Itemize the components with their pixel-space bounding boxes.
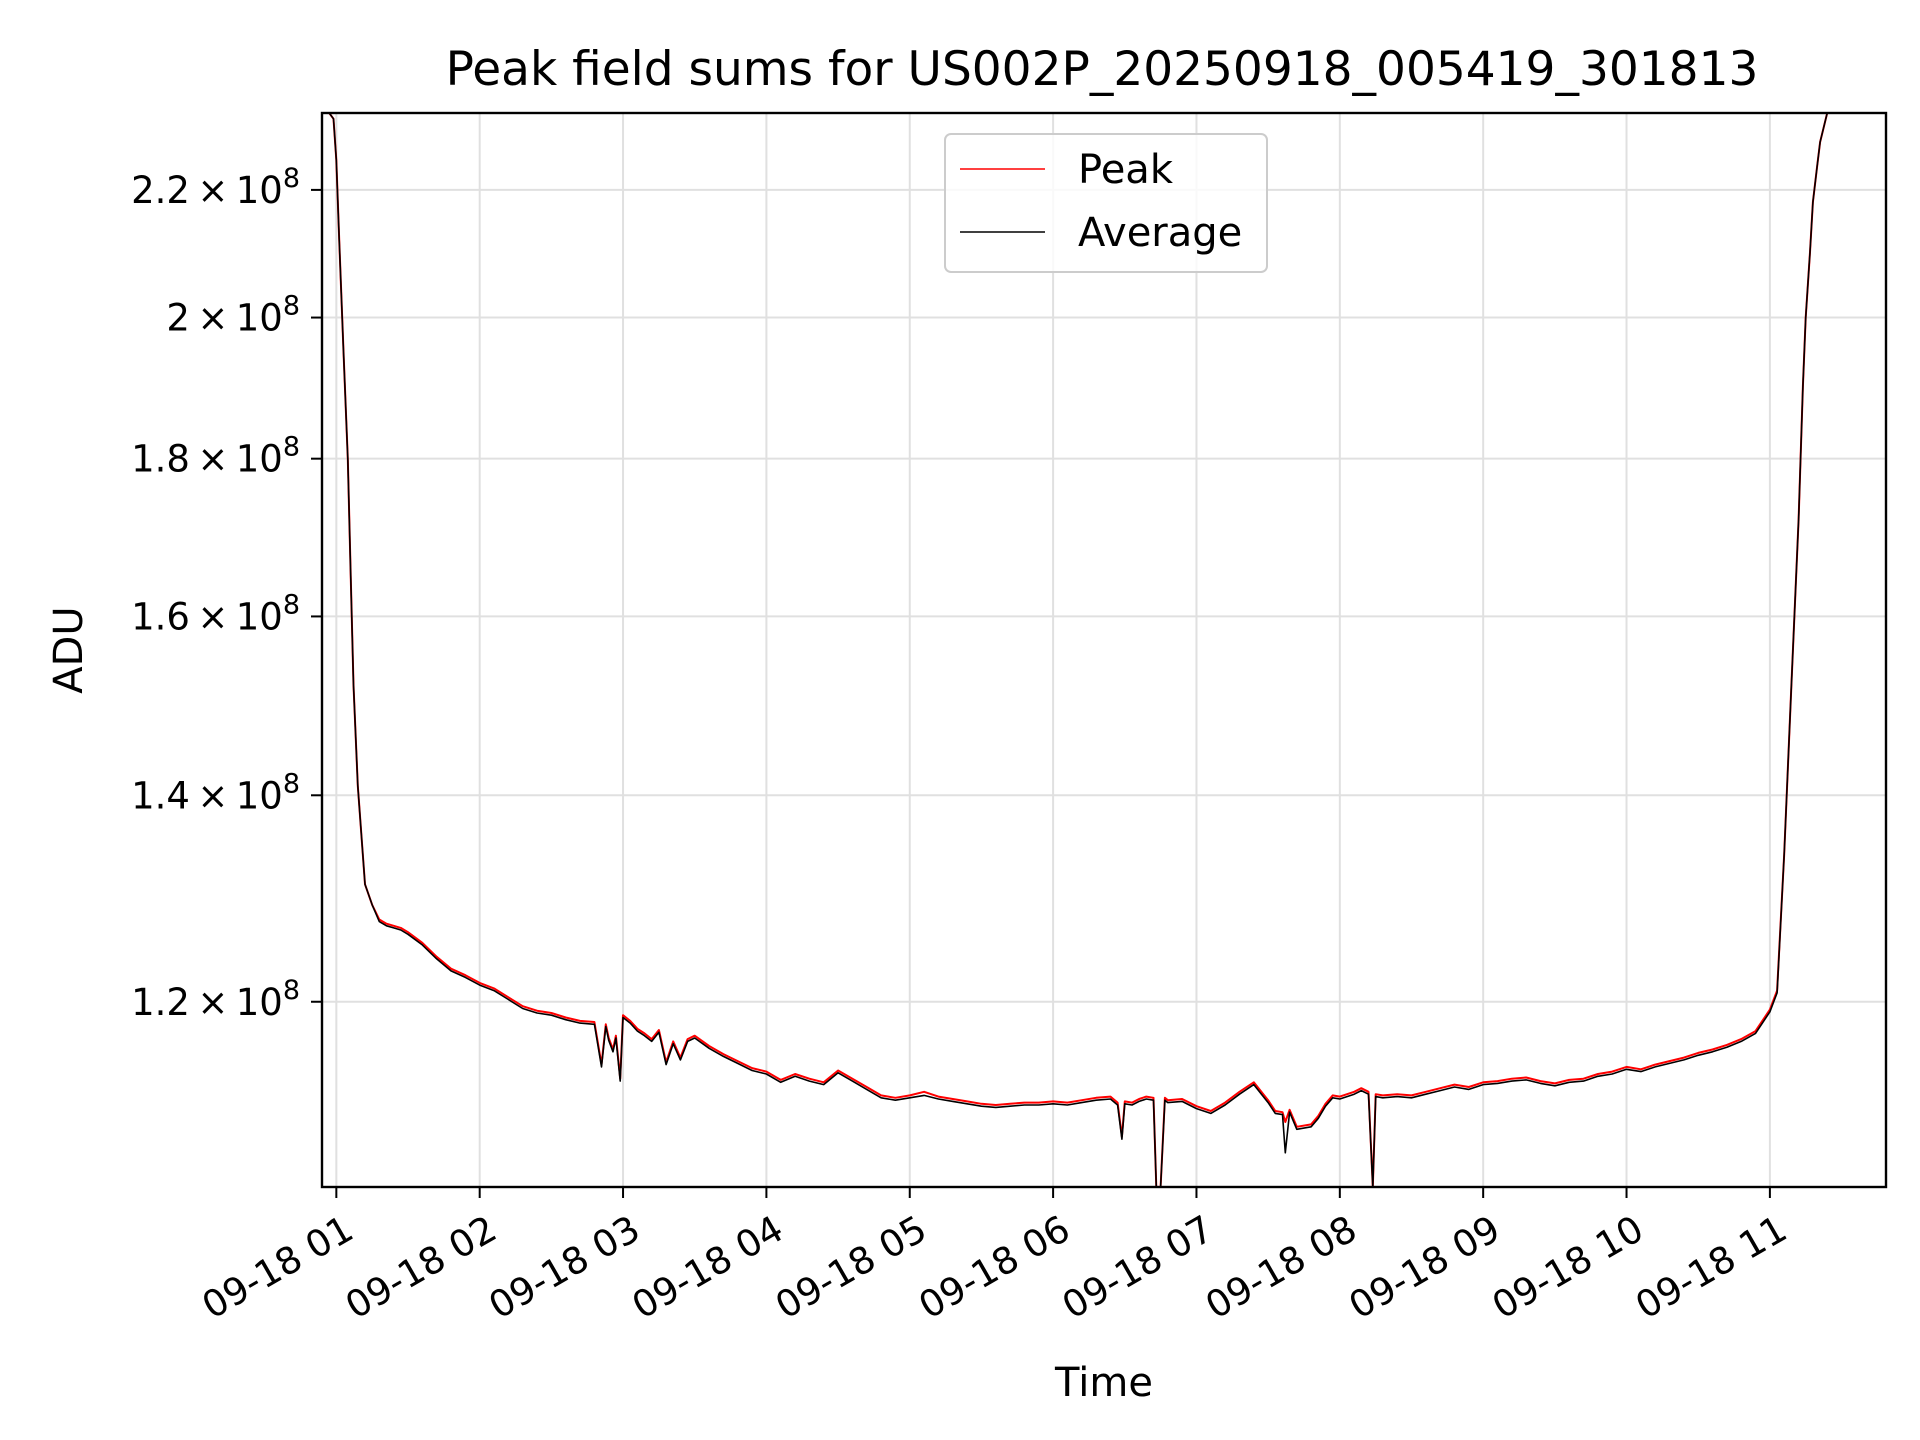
legend: Peak Average xyxy=(944,133,1268,273)
chart-title: Peak field sums for US002P_20250918_0054… xyxy=(446,42,1759,97)
legend-average-label: Average xyxy=(1078,210,1242,256)
y-tick-label: 1.8 × 108 xyxy=(131,432,300,481)
series-group xyxy=(323,113,1856,1187)
series-line-average xyxy=(323,113,1856,1187)
y-tick-label: 2 × 108 xyxy=(166,291,300,340)
series-line-peak xyxy=(323,113,1856,1187)
y-tick-label: 1.4 × 108 xyxy=(131,768,300,817)
plot-frame xyxy=(320,111,1888,1189)
y-axis: 1.2 × 108 1.4 × 108 1.6 × 108 1.8 × 108 2 × … xyxy=(131,163,322,1024)
y-axis-label: ADU xyxy=(46,606,92,693)
y-tick-label: 1.2 × 108 xyxy=(131,975,300,1024)
y-tick-label: 2.2 × 108 xyxy=(131,163,300,212)
y-tick-label: 1.6 × 108 xyxy=(131,589,300,638)
legend-peak-label: Peak xyxy=(1078,147,1174,193)
x-axis-label: Time xyxy=(1054,1360,1153,1406)
